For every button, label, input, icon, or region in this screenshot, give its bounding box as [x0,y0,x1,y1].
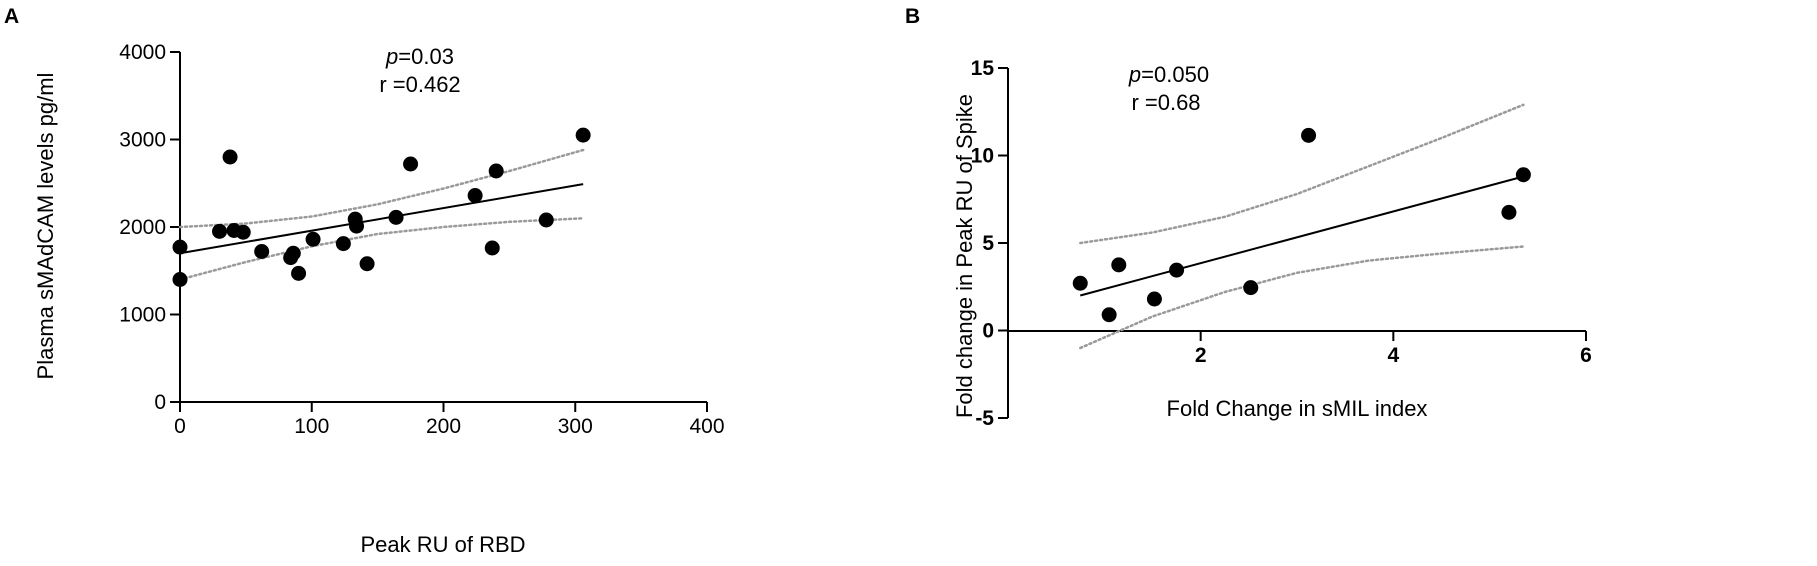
r-value-annotation-a: r =0.462 [379,72,460,97]
y-tick-label-a: 1000 [119,304,166,327]
data-point-a [538,212,554,228]
p-symbol-b: p [1128,62,1141,87]
y-tick-label-b: 5 [982,232,994,255]
data-point-b [1101,307,1117,323]
x-tick-label-a: 200 [426,415,461,438]
x-axis-title-a: Peak RU of RBD [360,532,525,557]
ci-upper-band-a [178,148,585,229]
data-point-a [484,240,500,256]
regression-line-a [179,183,584,255]
x-tick-label-a: 100 [294,415,329,438]
data-point-a [575,127,591,143]
x-tick-label-b: 2 [1195,344,1207,367]
data-point-a [254,244,270,259]
p-value-b: =0.050 [1141,62,1209,87]
panel-label-b: B [905,5,920,28]
y-axis-title-a: Plasma sMAdCAM levels pg/ml [33,73,58,380]
y-tick-label-b: 10 [971,145,994,168]
x-tick-label-a: 300 [558,415,593,438]
data-point-b [1146,291,1162,307]
data-point-a [335,236,351,252]
data-point-a [172,272,188,287]
scatter-plot-a: A p=0.03 r =0.462 Peak RU of RBD Plasma … [4,5,725,557]
scatter-plot-b: B p=0.050 r =0.68 Fold Change in sMIL in… [905,5,1592,430]
p-value-a: =0.03 [398,44,454,69]
x-tick-label-a: 400 [689,415,724,438]
data-point-a [403,156,419,172]
chart-panel-a: A p=0.03 r =0.462 Peak RU of RBD Plasma … [0,0,900,561]
x-tick-label-b: 6 [1580,344,1592,367]
data-point-a [349,218,365,234]
ci-lower-band-a [178,217,585,281]
data-point-a [291,265,307,281]
data-point-a [285,245,301,261]
p-value-annotation-a: p=0.03 [385,44,454,69]
data-point-a [488,163,504,179]
data-point-b [1501,204,1517,220]
data-point-b [1243,280,1259,296]
data-point-a [212,223,228,239]
data-point-b [1111,257,1127,273]
data-point-a [172,239,188,255]
data-point-b [1515,167,1531,183]
data-point-a [467,188,483,203]
regression-line-b [1079,175,1524,297]
x-tick-label-a: 0 [174,415,186,438]
y-tick-label-b: 15 [971,57,995,80]
ci-lower-band-b [1079,245,1525,350]
data-point-a [305,231,321,247]
y-tick-label-a: 3000 [119,129,166,152]
y-tick-label-a: 2000 [119,216,166,239]
data-point-b [1072,275,1088,291]
ci-upper-band-b [1079,103,1525,245]
data-point-a [235,224,251,240]
p-symbol-a: p [385,44,398,69]
x-tick-label-b: 4 [1387,344,1399,367]
data-point-a [359,256,375,272]
x-axis-title-b: Fold Change in sMIL index [1167,396,1428,421]
panel-label-a: A [4,5,19,28]
y-tick-label-a: 4000 [119,41,166,64]
chart-panel-b: B p=0.050 r =0.68 Fold Change in sMIL in… [900,0,1817,561]
y-axis-title-b: Fold change in Peak RU of Spike [952,94,977,418]
data-point-a [222,149,238,165]
y-tick-label-a: 0 [154,391,166,414]
y-tick-label-b: 0 [982,320,994,343]
data-point-b [1169,262,1185,278]
p-value-annotation-b: p=0.050 [1128,62,1209,87]
data-point-a [388,209,404,225]
data-point-b [1301,127,1317,143]
y-tick-label-b: -5 [975,407,994,430]
r-value-annotation-b: r =0.68 [1131,90,1200,115]
